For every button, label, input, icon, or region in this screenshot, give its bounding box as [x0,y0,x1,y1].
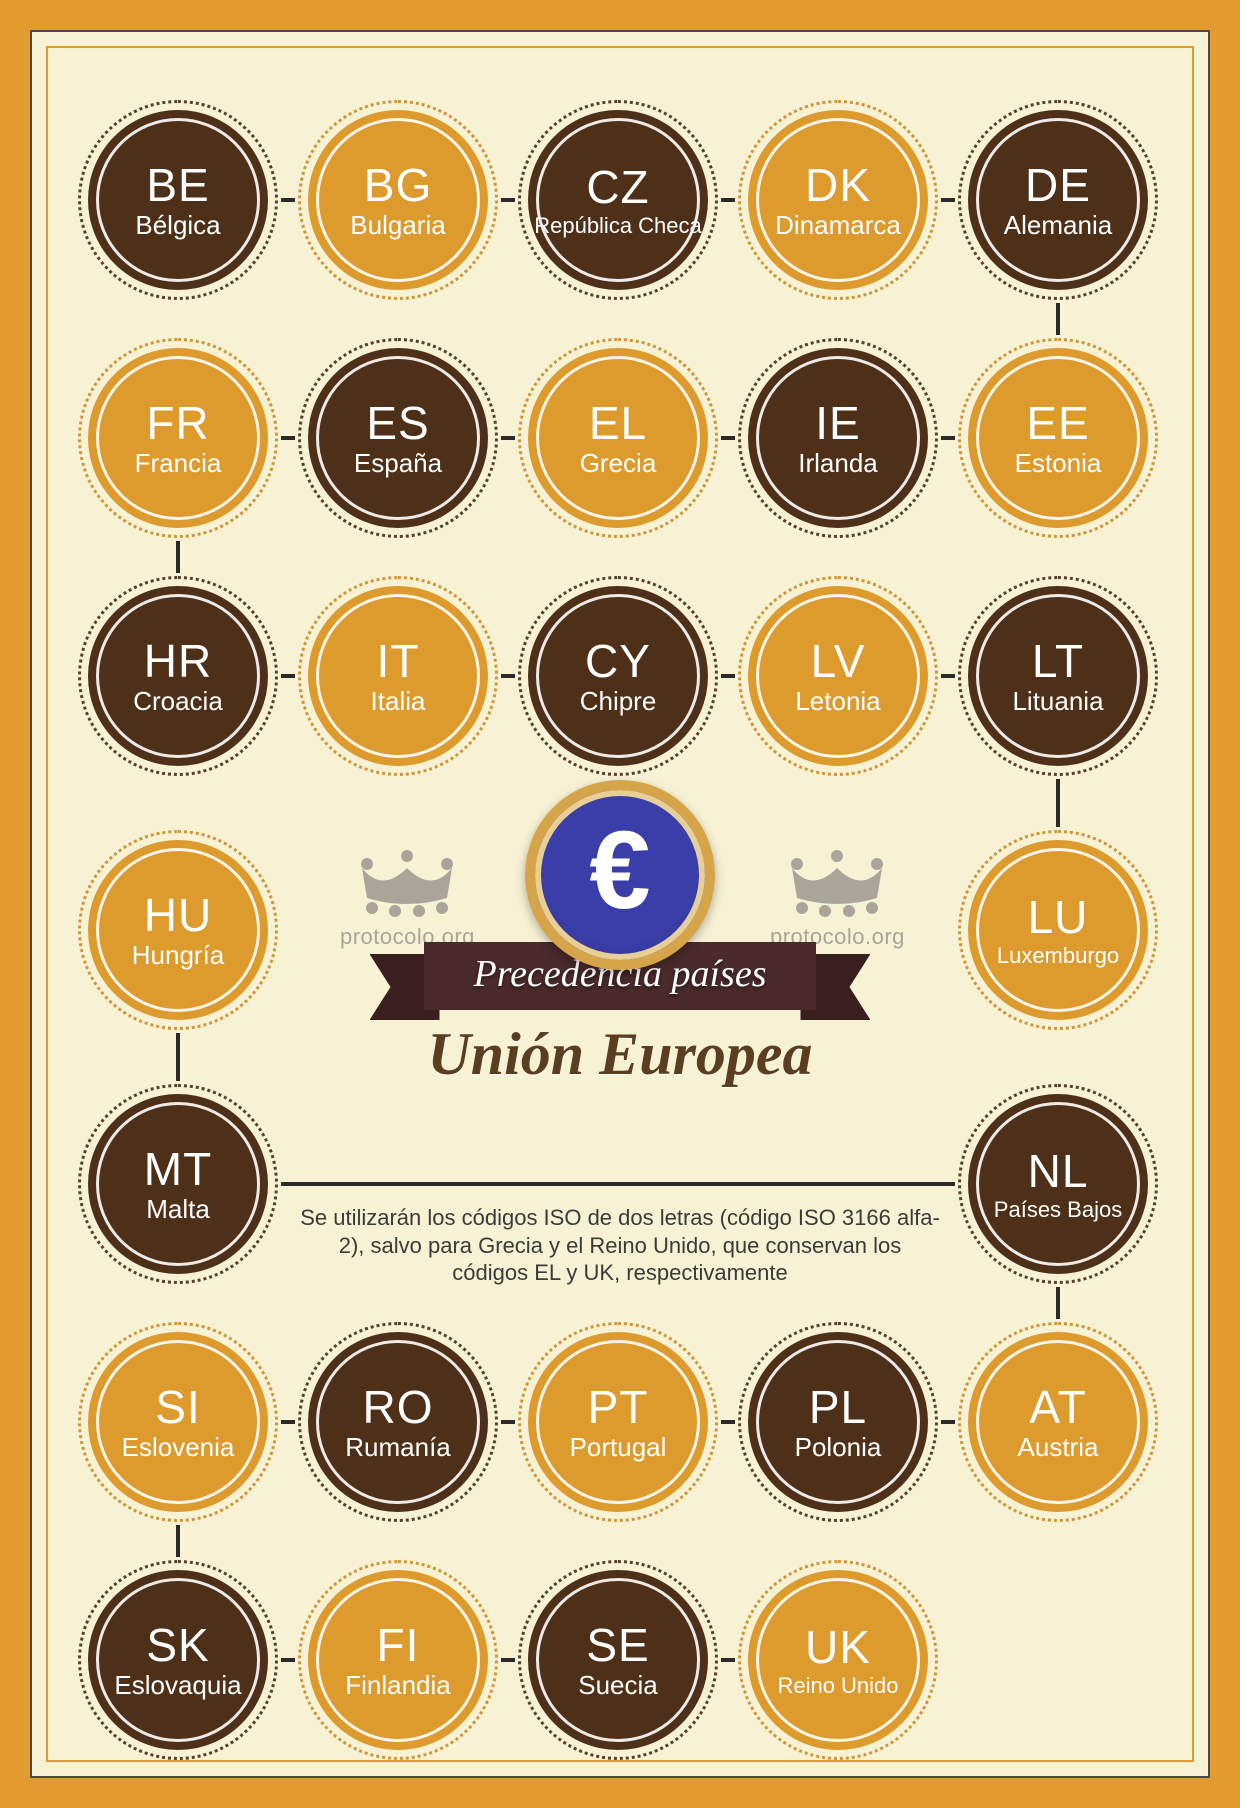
country-code: AT [1029,1383,1086,1431]
country-name: República Checa [534,214,702,237]
country-name: Hungría [132,942,225,969]
country-node-se: SE Suecia [528,1570,708,1750]
country-name: Bélgica [135,212,220,239]
country-name: Portugal [570,1434,667,1461]
country-name: Suecia [578,1672,658,1699]
country-name: Chipre [580,688,657,715]
country-name: Finlandia [345,1672,451,1699]
country-code: LV [811,637,866,685]
euro-symbol: € [589,816,650,926]
country-name: Grecia [580,450,657,477]
country-code: HU [144,891,212,939]
country-code: MT [144,1145,212,1193]
center-emblem: € Precedencia países Unión Europea [300,780,940,1089]
country-name: Letonia [795,688,880,715]
country-code: CZ [586,163,649,211]
country-code: IE [815,399,860,447]
country-code: BE [146,161,209,209]
country-code: HR [144,637,212,685]
country-node-lv: LV Letonia [748,586,928,766]
country-code: PL [809,1383,867,1431]
country-node-cz: CZ República Checa [528,110,708,290]
country-name: Alemania [1004,212,1112,239]
country-code: NL [1028,1147,1089,1195]
country-node-si: SI Eslovenia [88,1332,268,1512]
country-code: IT [377,637,420,685]
country-name: Rumanía [345,1434,451,1461]
country-name: Malta [146,1196,210,1223]
country-name: Irlanda [798,450,878,477]
country-name: Dinamarca [775,212,901,239]
country-name: Italia [371,688,426,715]
country-node-ie: IE Irlanda [748,348,928,528]
country-code: FI [377,1621,420,1669]
country-name: Polonia [795,1434,882,1461]
country-node-ee: EE Estonia [968,348,1148,528]
country-node-fi: FI Finlandia [308,1570,488,1750]
country-code: EE [1026,399,1089,447]
country-node-sk: SK Eslovaquia [88,1570,268,1750]
country-node-ro: RO Rumanía [308,1332,488,1512]
country-code: SE [586,1621,649,1669]
country-code: LU [1028,893,1089,941]
country-node-el: EL Grecia [528,348,708,528]
country-node-dk: DK Dinamarca [748,110,928,290]
country-node-at: AT Austria [968,1332,1148,1512]
country-node-hr: HR Croacia [88,586,268,766]
country-node-cy: CY Chipre [528,586,708,766]
country-node-hu: HU Hungría [88,840,268,1020]
country-node-mt: MT Malta [88,1094,268,1274]
title-main: Unión Europea [300,1020,940,1089]
country-code: DK [805,161,871,209]
country-node-de: DE Alemania [968,110,1148,290]
country-node-be: BE Bélgica [88,110,268,290]
country-name: Países Bajos [994,1198,1122,1221]
euro-coin-icon: € [525,780,715,970]
country-name: Austria [1018,1434,1099,1461]
country-node-bg: BG Bulgaria [308,110,488,290]
country-node-pl: PL Polonia [748,1332,928,1512]
country-node-pt: PT Portugal [528,1332,708,1512]
country-name: Lituania [1012,688,1103,715]
country-code: PT [588,1383,649,1431]
country-code: SK [146,1621,209,1669]
country-code: SI [155,1383,200,1431]
note-text: Se utilizarán los códigos ISO de dos let… [300,1204,940,1287]
country-name: España [354,450,442,477]
country-code: DE [1025,161,1091,209]
country-name: Luxemburgo [997,944,1119,967]
country-code: EL [589,399,647,447]
country-node-nl: NL Países Bajos [968,1094,1148,1274]
country-code: LT [1032,637,1084,685]
country-name: Eslovaquia [114,1672,241,1699]
country-name: Francia [135,450,222,477]
country-code: CY [585,637,651,685]
country-code: ES [366,399,429,447]
country-code: RO [363,1383,434,1431]
country-node-it: IT Italia [308,586,488,766]
country-name: Reino Unido [777,1674,898,1697]
country-node-uk: UK Reino Unido [748,1570,928,1750]
country-name: Croacia [133,688,223,715]
country-node-fr: FR Francia [88,348,268,528]
country-name: Estonia [1015,450,1102,477]
country-code: BG [364,161,432,209]
country-node-lu: LU Luxemburgo [968,840,1148,1020]
country-code: FR [146,399,209,447]
country-node-lt: LT Lituania [968,586,1148,766]
country-name: Eslovenia [122,1434,235,1461]
country-name: Bulgaria [350,212,445,239]
country-node-es: ES España [308,348,488,528]
country-code: UK [805,1623,871,1671]
